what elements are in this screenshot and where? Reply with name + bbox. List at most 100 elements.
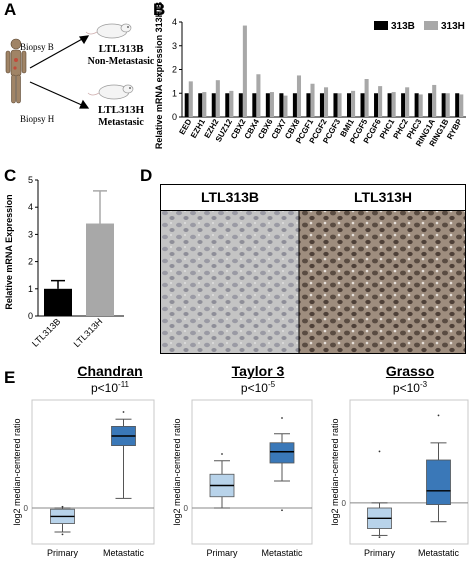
bar-313h	[283, 95, 288, 117]
bar-313b	[184, 93, 189, 117]
bar-313b	[428, 93, 433, 117]
y-tick-label: 2	[172, 65, 177, 75]
model-b-name: LTL313B	[98, 43, 144, 55]
bar-313b	[374, 93, 379, 117]
bar-313h	[405, 87, 410, 117]
histology-panel: LTL313B LTL313H	[160, 184, 466, 354]
outlier-point	[281, 509, 283, 512]
bar-313h	[310, 83, 315, 117]
outlier-point	[281, 417, 283, 419]
bar-313h	[445, 93, 450, 117]
bar-313b	[319, 93, 324, 117]
dataset-title-grasso: Grasso	[385, 363, 435, 379]
bar-313h	[432, 84, 437, 117]
bar-313b	[387, 93, 392, 117]
model-h-desc: Metastasic	[98, 117, 144, 128]
bar-313b	[238, 93, 243, 117]
bar-313b	[441, 93, 446, 117]
y-axis-label: log2 median-centered ratio	[12, 418, 22, 525]
outlier-point	[61, 505, 64, 508]
x-tick-label: Metastatic	[261, 548, 303, 558]
y-tick-label: 0	[172, 112, 177, 122]
panel-a-schematic	[5, 23, 134, 109]
bar-313b	[455, 93, 460, 117]
y-tick-label: 3	[28, 229, 33, 239]
biopsy-arrows	[29, 35, 90, 109]
outlier-point	[221, 453, 223, 455]
bar-313b	[401, 93, 406, 117]
bar-313h	[296, 75, 302, 117]
bar-313h	[269, 92, 274, 117]
x-tick-label: Metastatic	[103, 548, 145, 558]
x-tick-label: Primary	[47, 548, 78, 558]
bar-313h	[418, 94, 423, 117]
bar-313b	[279, 93, 284, 117]
plot-frame	[349, 399, 469, 545]
mouse-b-icon	[85, 23, 132, 39]
bar-313b	[211, 93, 216, 117]
x-tick-label: RYBP	[445, 117, 464, 141]
y-tick-label: 4	[172, 17, 177, 27]
bar-313h	[256, 74, 261, 117]
y-tick-label: 1	[172, 88, 177, 98]
histology-label-ltl313b: LTL313B	[200, 189, 260, 205]
plot-frame	[191, 399, 313, 545]
bar-313b	[265, 93, 270, 117]
biopsy-h-label: Biopsy H	[20, 114, 55, 124]
y-axis-label: log2 median-centered ratio	[172, 418, 182, 525]
legend-label-313b: 313B	[391, 21, 415, 32]
model-b-desc: Non-Metastasic	[87, 56, 155, 67]
bar-313h	[459, 94, 464, 117]
model-h-name: LTL313H	[97, 104, 145, 116]
bar-313b	[292, 93, 297, 117]
bar-313b	[360, 93, 365, 117]
outlier-point	[378, 536, 381, 539]
chart-c: 0 1 2 3 4 5 Relative mRNA Expression LTL313B LTL…	[4, 175, 124, 349]
y-tick-label: 1	[28, 284, 33, 294]
bar-313h	[378, 86, 383, 117]
bar-313h	[188, 81, 193, 117]
outlier-point	[378, 450, 381, 453]
y-tick-label: 0	[24, 504, 29, 513]
y-tick-label: 0	[342, 499, 347, 508]
x-tick-label: LTL313B	[30, 316, 62, 348]
bar-313b	[306, 93, 311, 117]
histology-header	[161, 185, 465, 211]
bar-ltl313b	[44, 288, 72, 316]
panel-letter-c: C	[4, 166, 17, 185]
dataset-title-taylor: Taylor 3	[231, 363, 285, 379]
outlier-point	[437, 414, 440, 417]
bar-313h	[215, 80, 220, 117]
outlier-point	[122, 411, 125, 413]
y-tick-label: 0	[184, 504, 189, 513]
legend-swatch-313h	[424, 21, 438, 30]
y-axis-label: Relative mRNA expression 313H/B	[154, 1, 164, 149]
mouse-h-icon	[87, 84, 134, 100]
tissue-image-ltl313b	[161, 211, 299, 353]
plot-frame	[31, 399, 155, 545]
y-tick-label: 4	[28, 202, 33, 212]
pvalue-chandran: p<10-11	[91, 380, 129, 395]
histology-label-ltl313h: LTL313H	[353, 189, 413, 205]
bar-313h	[351, 90, 356, 117]
legend-swatch-313b	[374, 21, 388, 30]
bar-313h	[337, 93, 342, 117]
y-tick-label: 3	[172, 41, 177, 51]
outlier-point	[61, 533, 64, 536]
panel-letter-e: E	[4, 368, 16, 387]
bar-313b	[414, 93, 419, 117]
panel-letter-a: A	[4, 0, 17, 19]
dataset-title-chandran: Chandran	[77, 363, 143, 379]
bar-313b	[252, 93, 257, 117]
y-tick-label: 5	[28, 175, 33, 185]
bar-313h	[229, 90, 234, 117]
x-tick-label: Metastatic	[418, 548, 460, 558]
x-tick-label: Primary	[364, 548, 395, 558]
box-metastatic	[426, 459, 451, 505]
x-tick-label: Primary	[207, 548, 238, 558]
box-metastatic	[269, 442, 295, 464]
bar-313b	[225, 93, 230, 117]
